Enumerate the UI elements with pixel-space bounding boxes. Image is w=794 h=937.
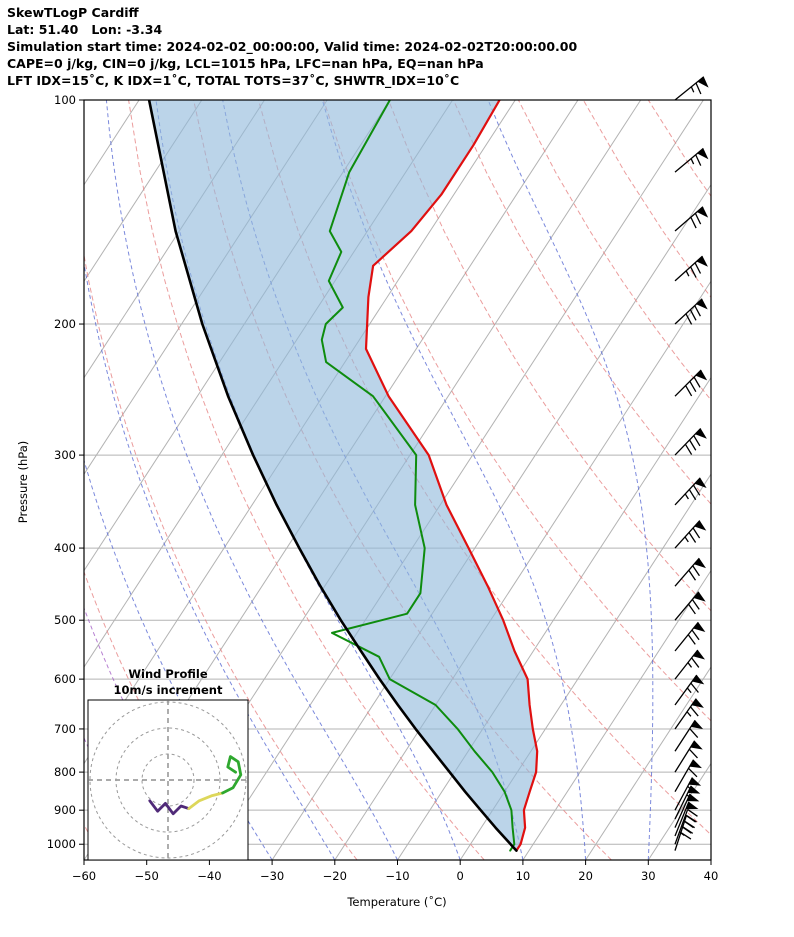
y-tick-label: 900 (54, 803, 76, 817)
wind-barb (674, 801, 699, 837)
wind-barb (674, 785, 701, 820)
wind-barb (674, 477, 707, 506)
moist-adiabat (487, 100, 654, 860)
isotherm-line (459, 473, 711, 860)
isotherm-line (522, 569, 711, 860)
dewpoint-curve (320, 100, 516, 852)
moist-adiabat (84, 858, 85, 860)
y-tick-label: 1000 (47, 837, 76, 851)
x-tick-label: 10 (516, 869, 531, 883)
x-tick-label: 30 (641, 869, 656, 883)
hodograph-ring (141, 753, 195, 807)
isotherm-line (585, 666, 711, 860)
wind-barb (674, 674, 705, 706)
isotherm-line (647, 762, 711, 860)
y-tick-label: 200 (54, 317, 76, 331)
y-tick-label: 100 (54, 93, 76, 107)
moist-adiabat (84, 260, 336, 860)
wind-barb (674, 557, 706, 587)
moist-adiabat (710, 855, 711, 860)
wind-barb (674, 298, 708, 325)
x-tick-label: −20 (323, 869, 347, 883)
isotherm-line (0, 100, 14, 860)
dry-adiabat (84, 252, 358, 860)
dry-adiabat (647, 100, 711, 197)
header-indices-2: LFT IDX=15˚C, K IDX=1˚C, TOTAL TOTS=37˚C… (7, 73, 460, 88)
hodograph-trace-segment (221, 755, 243, 795)
temperature-curve (364, 100, 539, 852)
dry-adiabat (582, 100, 711, 299)
x-tick-label: −40 (197, 869, 221, 883)
dry-adiabat (713, 100, 794, 860)
x-tick-label: −50 (135, 869, 159, 883)
y-tick-label: 300 (54, 448, 76, 462)
wind-barb (674, 520, 707, 549)
header-times: Simulation start time: 2024-02-02_00:00:… (7, 39, 578, 54)
x-tick-label: 40 (704, 869, 719, 883)
wind-barb (674, 759, 702, 793)
isotherm-line (208, 100, 704, 860)
wind-barb (674, 591, 706, 621)
isotherm-line (710, 859, 711, 860)
header: SkewTLogP Cardiff Lat: 51.40 Lon: -3.34 … (7, 4, 577, 89)
moist-adiabat (321, 100, 587, 860)
x-tick-label: −30 (260, 869, 284, 883)
moist-adiabat (84, 606, 210, 860)
wind-barb (674, 369, 708, 397)
y-tick-label: 800 (54, 765, 76, 779)
y-tick-label: 400 (54, 541, 76, 555)
wind-barb-column (674, 76, 709, 851)
dry-adiabat (128, 100, 485, 860)
x-tick-label: 20 (578, 869, 593, 883)
x-axis-title: Temperature (˚C) (346, 894, 446, 909)
wind-barb (674, 808, 698, 845)
wind-barb (674, 428, 707, 456)
isotherm-line (334, 280, 711, 860)
wind-barb (674, 719, 704, 752)
x-tick-label: −10 (385, 869, 409, 883)
wind-barb (674, 740, 703, 773)
isotherm-line (271, 183, 711, 860)
wind-barb (674, 621, 706, 652)
sounding-curves (147, 100, 539, 852)
x-tick-label: 0 (457, 869, 464, 883)
y-tick-label: 600 (54, 672, 76, 686)
x-tick-label: −60 (72, 869, 96, 883)
moist-adiabat (105, 100, 398, 860)
header-location: Lat: 51.40 Lon: -3.34 (7, 22, 163, 37)
wind-barb (674, 698, 704, 730)
isotherm-line (0, 100, 76, 860)
hodograph-trace-segment (148, 799, 191, 816)
dry-adiabat (517, 100, 711, 401)
hodograph-subtitle: 10m/s increment (114, 683, 223, 697)
wind-barb (674, 206, 709, 232)
hodograph-plot (88, 700, 248, 860)
hodograph-ring (115, 727, 221, 833)
hodograph-trace-segment (187, 791, 224, 810)
hodograph-title: Wind Profile (128, 667, 208, 681)
y-tick-label: 500 (54, 613, 76, 627)
hodograph-ring (89, 701, 247, 859)
hodograph-inset: Wind Profile 10m/s increment (87, 667, 249, 861)
dry-adiabat (323, 100, 711, 722)
wind-barb (674, 777, 702, 811)
isotherm-line (84, 100, 203, 283)
header-indices-1: CAPE=0 j/kg, CIN=0 j/kg, LCL=1015 hPa, L… (7, 56, 484, 71)
y-tick-label: 700 (54, 722, 76, 736)
wind-barb (674, 649, 706, 680)
wind-barb (674, 76, 709, 101)
parcel-curve (147, 100, 518, 852)
cin-shaded-area (149, 100, 538, 851)
y-axis-title: Pressure (hPa) (16, 441, 30, 524)
wind-barb (674, 147, 709, 173)
cape-cin-shade (149, 100, 538, 851)
wind-barb (674, 255, 708, 282)
wind-barb (674, 793, 700, 828)
header-title: SkewTLogP Cardiff (7, 5, 139, 20)
